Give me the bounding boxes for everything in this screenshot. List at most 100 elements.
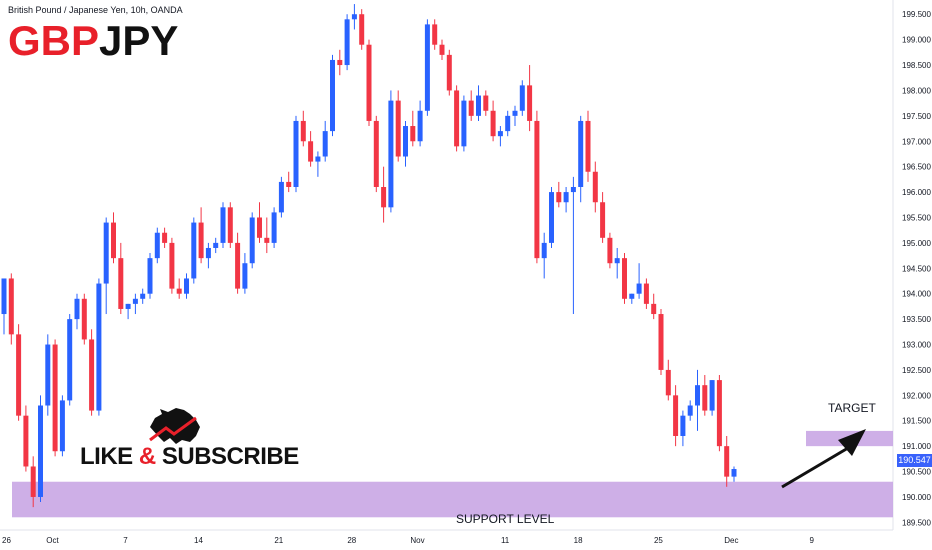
candle-body	[16, 334, 22, 416]
x-tick-label: 18	[574, 536, 583, 545]
candle-body	[549, 192, 554, 243]
arrow-shaft	[781, 446, 849, 489]
candle-body	[410, 126, 416, 142]
y-tick-label: 193.000	[902, 341, 931, 350]
y-tick-label: 198.500	[902, 61, 931, 70]
y-tick-label: 195.000	[902, 239, 931, 248]
y-tick-label: 195.500	[902, 213, 931, 222]
candle-body	[592, 171, 598, 203]
candle-body	[213, 242, 219, 248]
candle-body	[673, 395, 679, 436]
candle-body	[74, 298, 80, 320]
candle-body	[512, 110, 518, 116]
candle-body	[264, 237, 270, 243]
candle-body	[388, 100, 394, 208]
candle-body	[132, 298, 138, 304]
x-tick-label: 14	[194, 536, 203, 545]
candle-body	[607, 237, 613, 264]
candle-body	[439, 44, 445, 55]
subscribe-word: SUBSCRIBE	[161, 443, 299, 470]
y-tick-label: 192.500	[902, 366, 931, 375]
candle-body	[308, 141, 314, 162]
candle-body	[665, 369, 671, 396]
candle-body	[658, 314, 664, 370]
candle-body	[541, 242, 547, 259]
candle-body	[461, 100, 467, 147]
candle-body	[483, 95, 489, 111]
candle-body	[45, 344, 51, 406]
bull-logo	[149, 408, 200, 444]
x-tick-label: 28	[347, 536, 356, 545]
candle-body	[585, 120, 591, 172]
candle-body	[235, 242, 241, 289]
candle-body	[125, 303, 131, 309]
candle-body	[227, 207, 233, 243]
candle-body	[89, 339, 95, 411]
candle-body	[81, 298, 87, 340]
amp-word: &	[138, 443, 156, 470]
candle-body	[731, 469, 737, 477]
candle-body	[242, 263, 248, 289]
candle-body	[578, 120, 584, 187]
candle-body	[716, 380, 722, 447]
candle-body	[446, 54, 452, 91]
candle-body	[184, 278, 189, 294]
candle-body	[395, 100, 401, 157]
candle-body	[351, 14, 357, 20]
candle-body	[191, 222, 197, 279]
candle-body	[278, 181, 284, 213]
x-tick-label: 25	[654, 536, 663, 545]
arrow-head	[838, 429, 866, 456]
candle-body	[52, 344, 58, 452]
y-axis: 189.500 190.000 190.500 191.000 191.500 192.0…	[902, 10, 931, 527]
candle-body	[454, 90, 460, 147]
candle-body	[468, 100, 474, 116]
candle-body	[300, 120, 306, 142]
candle-body	[103, 222, 109, 284]
bull-logo-trend	[149, 416, 197, 442]
y-tick-label: 199.500	[902, 10, 931, 19]
candle-body	[643, 283, 649, 304]
candle-body	[293, 120, 299, 187]
candle-body	[687, 405, 693, 416]
candle-body	[111, 222, 116, 259]
y-tick-label: 196.000	[902, 188, 931, 197]
like-subscribe-banner[interactable]: LIKE & SUBSCRIBE	[80, 443, 299, 471]
candle-body	[140, 293, 146, 299]
like-word: LIKE	[80, 443, 133, 470]
candle-body	[432, 24, 438, 45]
candle-body	[505, 115, 511, 132]
instrument-header: British Pound / Japanese Yen, 10h, OANDA	[8, 5, 183, 15]
y-tick-label: 199.000	[902, 36, 931, 45]
target-arrow	[781, 429, 866, 489]
candle-body	[257, 217, 262, 238]
candle-body	[651, 303, 657, 315]
candle-body	[96, 283, 102, 411]
candle-body	[417, 110, 423, 142]
candle-body	[38, 405, 43, 497]
x-tick-label: 26	[2, 536, 11, 545]
support-zone	[12, 481, 893, 518]
candle-body	[176, 288, 182, 294]
bull-logo-shape	[150, 408, 200, 444]
candle-body	[330, 59, 335, 132]
candle-body	[322, 131, 328, 157]
candle-body	[198, 222, 204, 259]
candle-body	[424, 24, 430, 111]
candle-body	[118, 258, 124, 309]
symbol-title: GBPJPY	[8, 18, 178, 64]
candle-body	[220, 207, 226, 243]
target-label: TARGET	[828, 401, 876, 415]
candle-body	[476, 95, 481, 116]
x-tick-label: 7	[123, 536, 128, 545]
candle-body	[315, 156, 321, 162]
candle-body	[337, 59, 343, 66]
y-tick-label: 194.000	[902, 290, 931, 299]
y-tick-label: 190.000	[902, 493, 931, 502]
candle-body	[8, 278, 14, 335]
y-tick-label: 197.500	[902, 112, 931, 121]
candle-body	[147, 258, 153, 294]
